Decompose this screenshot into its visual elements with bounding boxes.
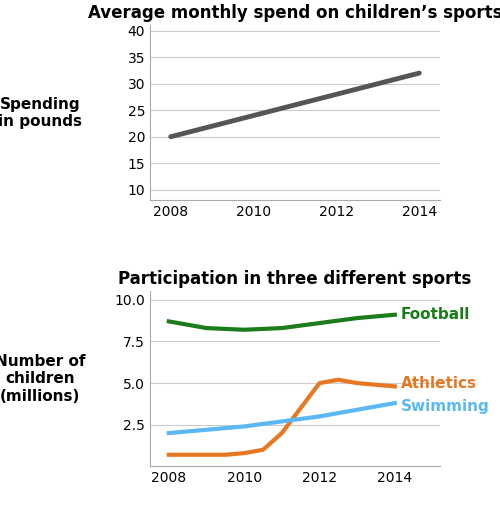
Text: Football: Football xyxy=(400,307,470,322)
Text: Athletics: Athletics xyxy=(400,376,476,390)
Title: Participation in three different sports: Participation in three different sports xyxy=(118,270,472,288)
Text: Number of
children
(millions): Number of children (millions) xyxy=(0,354,85,404)
Text: Spending
in pounds: Spending in pounds xyxy=(0,97,82,129)
Text: Swimming: Swimming xyxy=(400,399,489,414)
Title: Average monthly spend on children’s sports: Average monthly spend on children’s spor… xyxy=(88,5,500,22)
